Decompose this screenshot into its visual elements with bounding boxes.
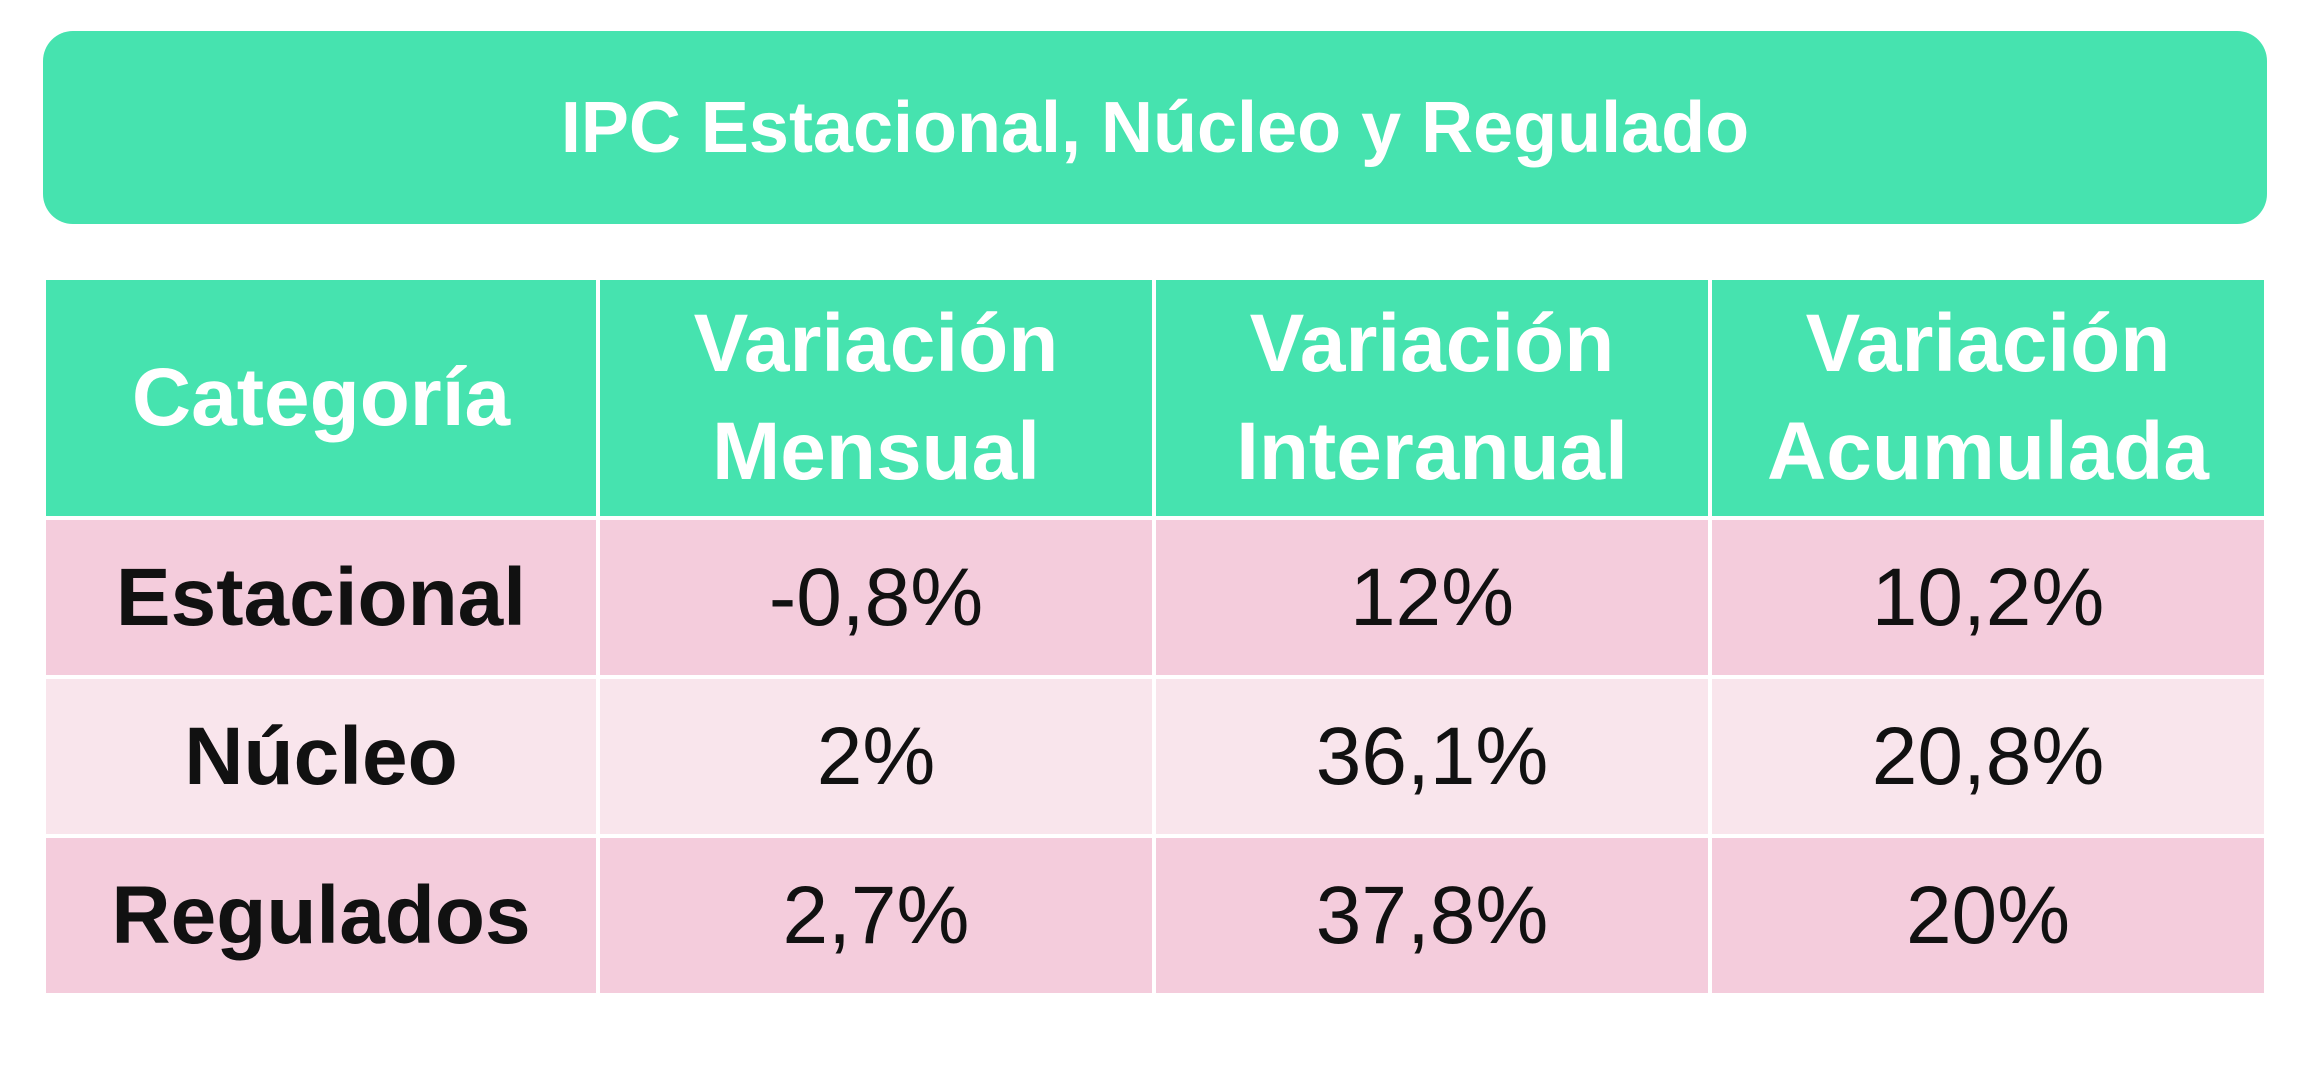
- cell-interanual: 36,1%: [1156, 679, 1708, 834]
- row-category: Regulados: [46, 838, 596, 993]
- header-label: Mensual: [711, 406, 1041, 497]
- page-title: IPC Estacional, Núcleo y Regulado: [560, 87, 1750, 168]
- ipc-table: Categoría Variación Mensual Variación In…: [42, 276, 2268, 997]
- cell-acumulada: 20%: [1712, 838, 2264, 993]
- row-category: Núcleo: [46, 679, 596, 834]
- header-label: Interanual: [1236, 406, 1628, 497]
- cell-interanual: 37,8%: [1156, 838, 1708, 993]
- cell-acumulada: 10,2%: [1712, 520, 2264, 675]
- title-banner: IPC Estacional, Núcleo y Regulado: [43, 31, 2267, 224]
- cell-acumulada: 20,8%: [1712, 679, 2264, 834]
- table-header-row: Categoría Variación Mensual Variación In…: [46, 280, 2264, 516]
- table-row: Núcleo 2% 36,1% 20,8%: [46, 679, 2264, 834]
- table-row: Regulados 2,7% 37,8% 20%: [46, 838, 2264, 993]
- header-variacion-interanual: Variación Interanual: [1156, 280, 1708, 516]
- header-variacion-mensual: Variación Mensual: [600, 280, 1152, 516]
- header-label: Acumulada: [1767, 406, 2209, 497]
- header-categoria: Categoría: [46, 280, 596, 516]
- cell-mensual: 2%: [600, 679, 1152, 834]
- row-category: Estacional: [46, 520, 596, 675]
- cell-mensual: -0,8%: [600, 520, 1152, 675]
- header-label: Variación: [1805, 298, 2171, 389]
- cell-interanual: 12%: [1156, 520, 1708, 675]
- header-variacion-acumulada: Variación Acumulada: [1712, 280, 2264, 516]
- header-label: Categoría: [131, 352, 511, 443]
- header-label: Variación: [693, 298, 1059, 389]
- header-label: Variación: [1249, 298, 1615, 389]
- cell-mensual: 2,7%: [600, 838, 1152, 993]
- table-row: Estacional -0,8% 12% 10,2%: [46, 520, 2264, 675]
